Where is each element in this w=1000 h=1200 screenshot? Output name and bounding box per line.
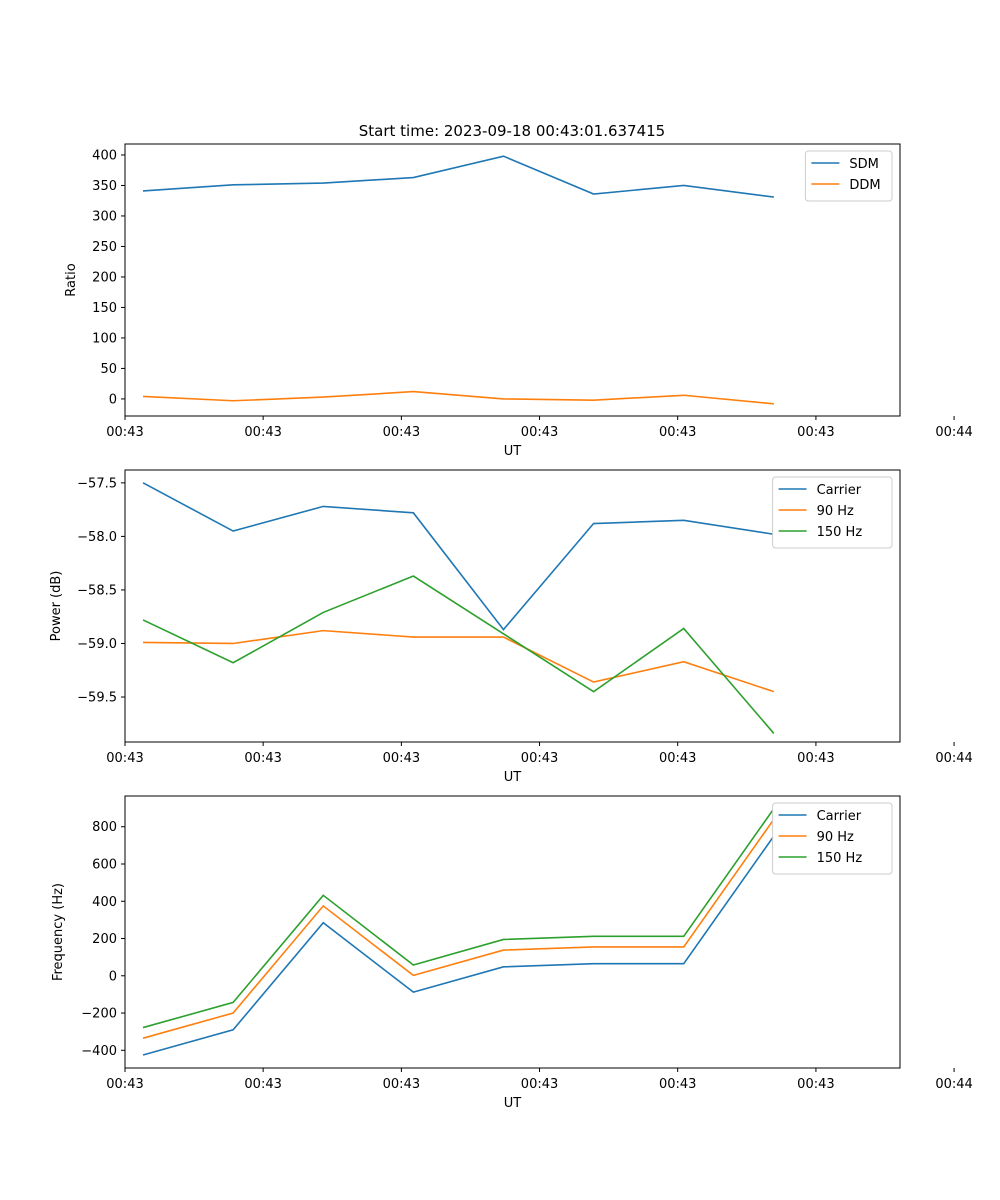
y-tick-label: 400 (92, 148, 117, 163)
x-axis-label: UT (504, 770, 522, 785)
x-axis-label: UT (504, 1096, 522, 1111)
series-line-150-hz (142, 808, 775, 1029)
axes-frame (124, 143, 901, 417)
series-line-carrier (142, 835, 775, 1056)
series-line-sdm (142, 155, 774, 198)
x-tick-label: 00:43 (659, 425, 696, 440)
y-tick-label: 200 (92, 932, 117, 947)
series-line-90-hz (143, 629, 775, 693)
y-tick-label: 200 (92, 270, 117, 285)
chart-panel-1: 00:43 00:43 00:43 00:43 00:43 00:43 00:44 0 50 10… (64, 143, 973, 459)
y-tick-label: −58.5 (77, 583, 117, 598)
y-tick-label: 800 (92, 820, 117, 835)
legend-label: Carrier (817, 483, 862, 498)
x-tick-label: 00:43 (521, 751, 558, 766)
y-tick-label: 0 (109, 392, 117, 407)
y-tick-label: −58.0 (77, 530, 117, 545)
y-tick-label: 350 (92, 179, 117, 194)
x-tick-label: 00:43 (383, 425, 420, 440)
axes-frame (124, 469, 901, 743)
legend-label: 150 Hz (817, 525, 863, 540)
y-tick-label: 400 (92, 895, 117, 910)
x-tick-label: 00:43 (797, 1077, 834, 1092)
legend: SDM DDM (804, 150, 893, 202)
x-tick-label: 00:43 (521, 1077, 558, 1092)
axes-frame (124, 795, 901, 1069)
y-tick-label: 600 (92, 858, 117, 873)
series-line-carrier (142, 482, 774, 631)
y-tick-label: 300 (92, 209, 117, 224)
x-tick-label: 00:43 (383, 751, 420, 766)
figure-title: Start time: 2023-09-18 00:43:01.637415 (359, 122, 665, 140)
y-tick-label: 250 (92, 240, 117, 255)
legend-label: 90 Hz (817, 830, 854, 845)
series-line-150-hz (142, 575, 775, 734)
legend: Carrier 90 Hz 150 Hz (772, 802, 893, 875)
y-tick-label: −400 (81, 1044, 117, 1059)
x-tick-label: 00:43 (244, 751, 281, 766)
legend-label: DDM (849, 178, 880, 193)
x-tick-label: 00:43 (659, 751, 696, 766)
x-tick-label: 00:43 (659, 1077, 696, 1092)
x-tick-label: 00:44 (935, 1077, 972, 1092)
legend: Carrier 90 Hz 150 Hz (772, 476, 893, 549)
y-tick-label: 50 (100, 362, 117, 377)
y-axis-label: Ratio (64, 263, 79, 296)
y-axis-label: Frequency (Hz) (51, 883, 66, 981)
legend-label: 90 Hz (817, 504, 854, 519)
chart-panel-3: 00:43 00:43 00:43 00:43 00:43 00:43 00:44 −400 −… (51, 795, 973, 1111)
x-tick-label: 00:43 (797, 425, 834, 440)
legend-label: SDM (849, 157, 878, 172)
x-tick-label: 00:43 (521, 425, 558, 440)
y-tick-label: −59.0 (77, 637, 117, 652)
x-tick-label: 00:43 (383, 1077, 420, 1092)
y-tick-label: −200 (81, 1007, 117, 1022)
x-tick-label: 00:44 (935, 425, 972, 440)
x-tick-label: 00:43 (106, 425, 143, 440)
x-tick-label: 00:44 (935, 751, 972, 766)
x-tick-label: 00:43 (244, 1077, 281, 1092)
chart-panel-2: 00:43 00:43 00:43 00:43 00:43 00:43 00:44 −59.5… (49, 469, 973, 785)
x-tick-label: 00:43 (106, 1077, 143, 1092)
x-tick-label: 00:43 (797, 751, 834, 766)
x-axis-label: UT (504, 444, 522, 459)
y-tick-label: −59.5 (77, 691, 117, 706)
y-axis-label: Power (dB) (49, 571, 64, 642)
series-line-90-hz (142, 818, 775, 1039)
y-tick-label: 0 (109, 969, 117, 984)
x-tick-label: 00:43 (244, 425, 281, 440)
x-tick-label: 00:43 (106, 751, 143, 766)
legend-label: 150 Hz (817, 851, 863, 866)
series-line-ddm (142, 390, 774, 405)
y-tick-label: −57.5 (77, 476, 117, 491)
y-tick-label: 100 (92, 331, 117, 346)
y-tick-label: 150 (92, 301, 117, 316)
chart-panels: 00:43 00:43 00:43 00:43 00:43 00:43 00:44 0 50 10… (49, 143, 973, 1111)
legend-label: Carrier (817, 809, 862, 824)
